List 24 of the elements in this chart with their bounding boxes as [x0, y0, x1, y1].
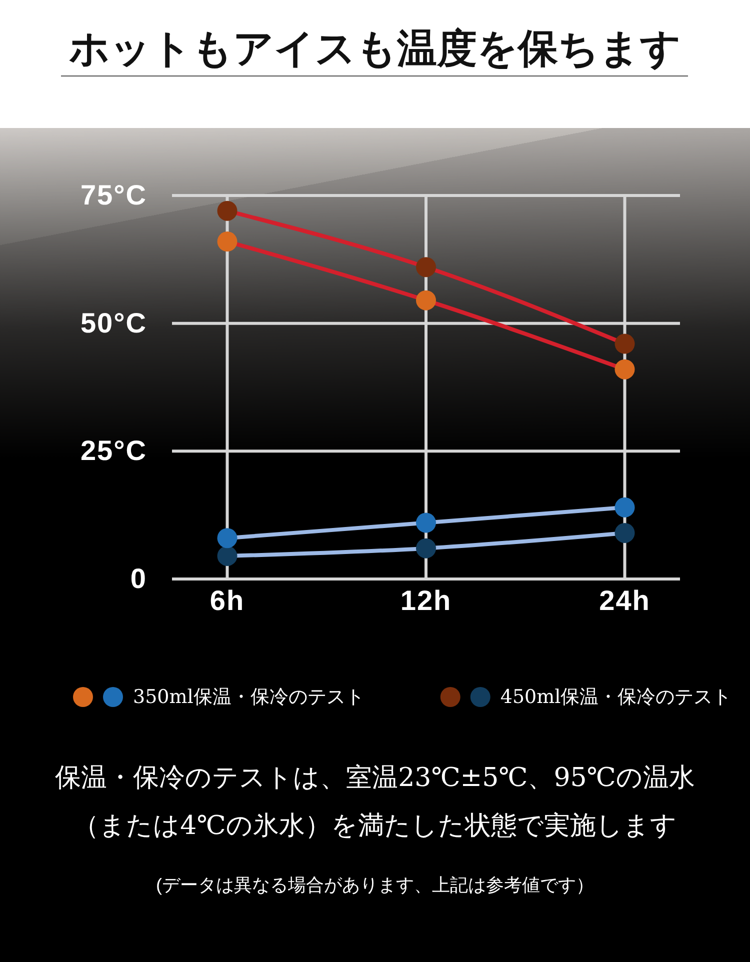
text: (データは異なる場合があります、上記は参考値です）: [156, 875, 594, 895]
point: [416, 512, 436, 533]
point: [416, 290, 436, 310]
y-tick-label: 50°C: [80, 307, 147, 338]
point: [614, 497, 635, 518]
y-tick-label: 25°C: [80, 435, 147, 466]
text: 保温・保冷のテストは、室温23℃±5℃、95℃の温水（または4℃の氷水）を満たした状態で実施します: [55, 763, 695, 841]
point: [614, 334, 635, 354]
point: [217, 528, 238, 548]
point: [416, 257, 436, 278]
point: [217, 546, 238, 566]
y-tick-label: 0: [130, 562, 147, 594]
point: [217, 232, 238, 252]
point: [416, 538, 436, 558]
point: [217, 200, 238, 221]
x-tick-label: 6h: [210, 584, 245, 616]
y-tick-label: 75°C: [80, 179, 147, 210]
chart-title: ホットもアイスも温度を保ちます: [69, 25, 681, 72]
legend-label: 450ml保温・保冷のテスト: [500, 686, 732, 708]
point: [614, 522, 635, 543]
x-tick-label: 24h: [599, 584, 650, 616]
legend-label: 350ml保温・保冷のテスト: [133, 686, 364, 708]
point: [614, 359, 635, 380]
x-tick-label: 12h: [400, 584, 452, 616]
